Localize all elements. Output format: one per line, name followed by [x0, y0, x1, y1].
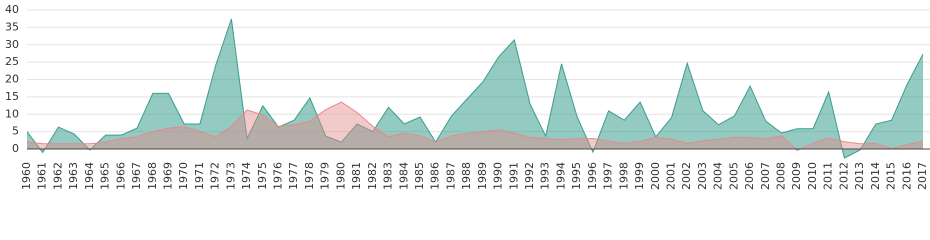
- x-tick-label: 1963: [67, 162, 80, 190]
- y-tick-label: 15: [5, 90, 19, 103]
- x-tick-label: 2017: [916, 162, 929, 190]
- x-tick-label: 1966: [114, 162, 127, 190]
- y-tick-label: 35: [5, 20, 19, 33]
- x-tick-label: 1980: [334, 162, 347, 190]
- x-tick-label: 2002: [680, 162, 693, 190]
- y-tick-label: 20: [5, 73, 19, 86]
- x-tick-label: 1974: [240, 162, 253, 190]
- area-line: [26, 18, 924, 159]
- x-tick-label: 1975: [256, 162, 269, 190]
- x-tick-label: 1961: [36, 162, 49, 190]
- x-tick-label: 1984: [397, 162, 410, 190]
- x-tick-label: 2013: [853, 162, 866, 190]
- y-tick-label: 10: [5, 107, 19, 120]
- x-tick-label: 2011: [822, 162, 835, 190]
- x-tick-label: 2009: [790, 162, 803, 190]
- x-tick-label: 2000: [649, 162, 662, 190]
- x-tick-label: 1985: [413, 162, 426, 190]
- x-tick-label: 1973: [224, 162, 237, 190]
- x-tick-label: 2012: [837, 162, 850, 190]
- x-tick-label: 2008: [775, 162, 788, 190]
- area-line: [26, 101, 924, 151]
- x-tick-label: 1969: [161, 162, 174, 190]
- x-tick-label: 1999: [633, 162, 646, 190]
- x-tick-label: 1994: [554, 162, 567, 190]
- x-tick-label: 1968: [146, 162, 159, 190]
- x-tick-label: 2005: [727, 162, 740, 190]
- x-tick-label: 1962: [51, 162, 64, 190]
- y-tick-label: 25: [5, 55, 19, 68]
- x-tick-label: 2001: [664, 162, 677, 190]
- x-tick-label: 1997: [602, 162, 615, 190]
- x-tick-label: 1983: [382, 162, 395, 190]
- x-tick-label: 1998: [617, 162, 630, 190]
- x-tick-label: 1996: [586, 162, 599, 190]
- x-tick-label: 1992: [523, 162, 536, 190]
- x-tick-label: 2006: [743, 162, 756, 190]
- x-tick-label: 1982: [366, 162, 379, 190]
- x-tick-label: 1991: [507, 162, 520, 190]
- y-tick-label: 5: [12, 125, 19, 138]
- x-tick-label: 2016: [900, 162, 913, 190]
- x-tick-label: 2003: [696, 162, 709, 190]
- x-tick-label: 1971: [193, 162, 206, 190]
- x-tick-label: 1967: [130, 162, 143, 190]
- x-tick-label: 1986: [429, 162, 442, 190]
- x-tick-label: 1989: [476, 162, 489, 190]
- y-tick-label: 0: [12, 142, 19, 155]
- x-tick-label: 1970: [177, 162, 190, 190]
- x-tick-label: 1960: [20, 162, 33, 190]
- x-tick-label: 1993: [539, 162, 552, 190]
- x-tick-label: 2007: [759, 162, 772, 190]
- x-tick-label: 1972: [209, 162, 222, 190]
- y-tick-label: 30: [5, 38, 19, 51]
- x-tick-label: 1987: [444, 162, 457, 190]
- chart: 0 5 10 15 20 25 30 35 40 1960 1961 1962 1963 1964 1965…: [5, 3, 930, 190]
- x-tick-label: 1979: [319, 162, 332, 190]
- x-tick-label: 1990: [492, 162, 505, 190]
- x-tick-label: 1977: [287, 162, 300, 190]
- x-tick-label: 1981: [350, 162, 363, 190]
- x-tick-label: 1964: [83, 162, 96, 190]
- x-tick-label: 1965: [99, 162, 112, 190]
- x-tick-label: 1976: [272, 162, 285, 190]
- x-tick-label: 2014: [869, 162, 882, 190]
- x-tick-label: 1978: [303, 162, 316, 190]
- x-tick-label: 1988: [460, 162, 473, 190]
- x-tick-label: 2015: [885, 162, 898, 190]
- y-tick-label: 40: [5, 3, 19, 16]
- x-tick-label: 1995: [570, 162, 583, 190]
- x-tick-label: 2004: [712, 162, 725, 190]
- area-fill: [27, 19, 923, 158]
- area-fill: [27, 102, 923, 151]
- x-tick-label: 2010: [806, 162, 819, 190]
